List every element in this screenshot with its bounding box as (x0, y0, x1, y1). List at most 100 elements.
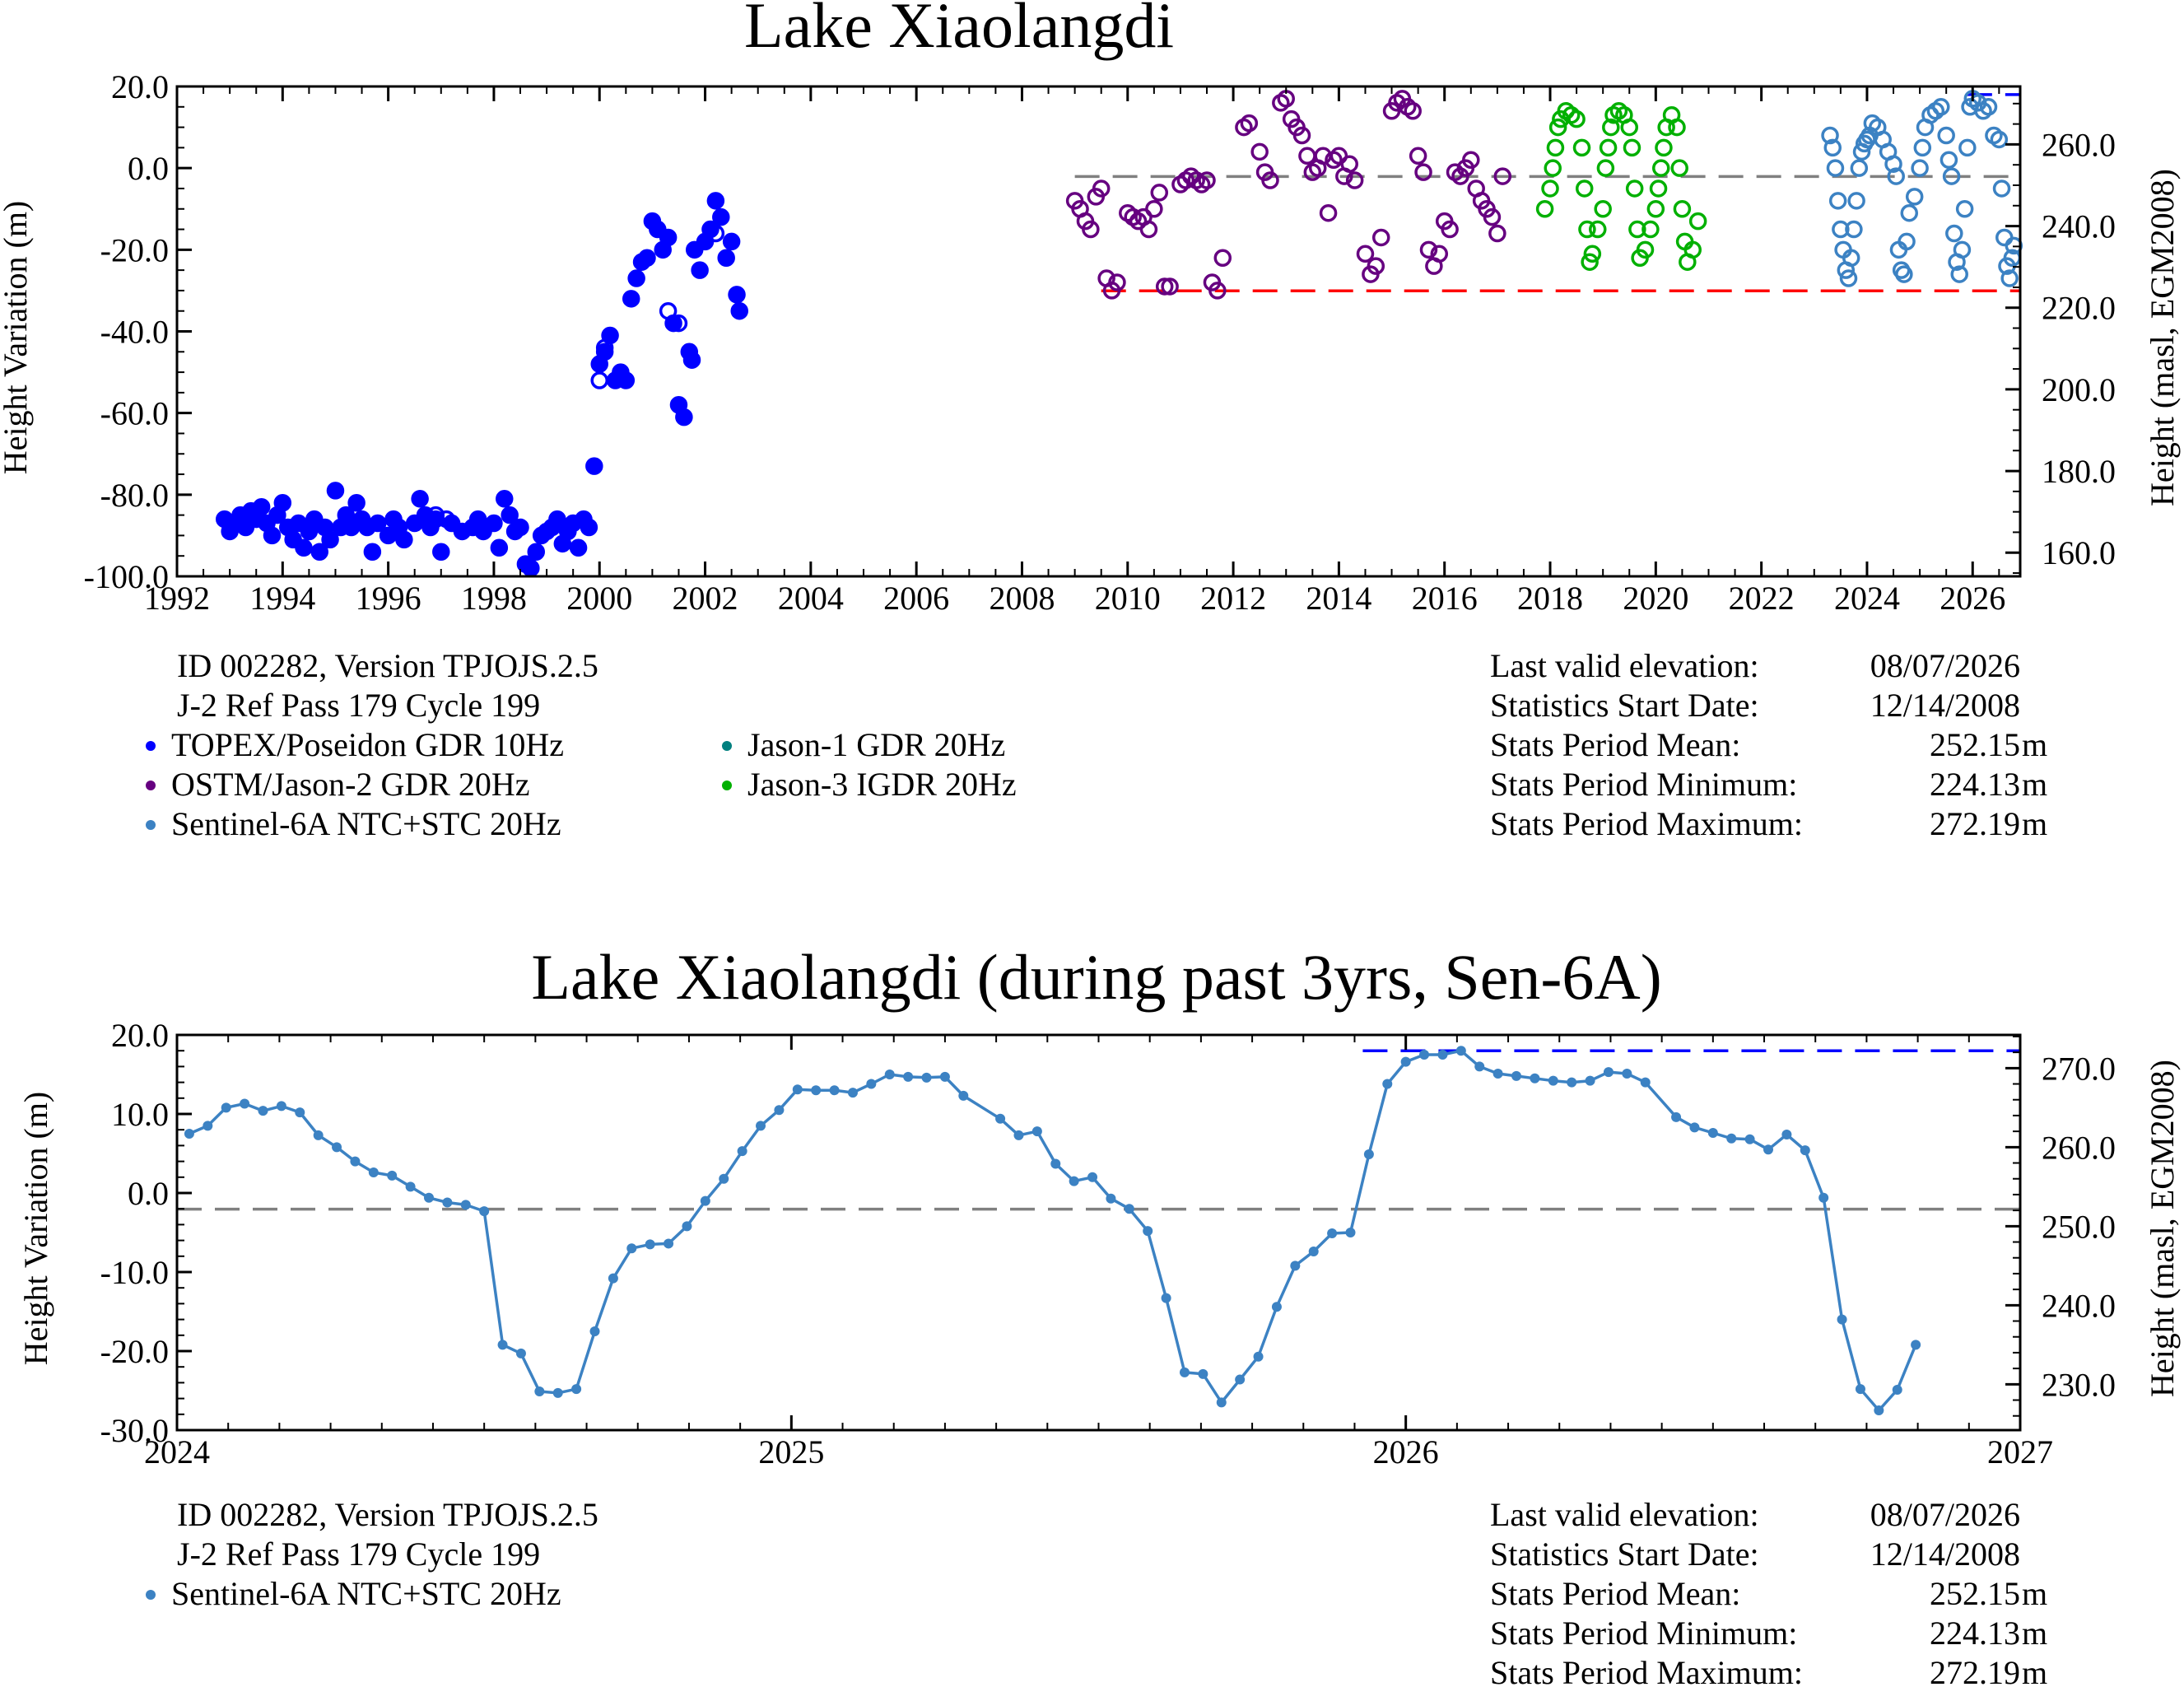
stat-unit-maximum: m (2022, 1654, 2047, 1687)
data-point (1837, 1314, 1847, 1325)
data-point (350, 1156, 361, 1167)
data-point (1847, 192, 1865, 210)
data-point (691, 261, 709, 279)
data-point (1979, 98, 1998, 116)
data-point (221, 1102, 231, 1113)
data-point (1292, 126, 1311, 145)
legend-label-jason2: OSTM/Jason-2 GDR 20Hz (171, 766, 530, 803)
data-point (460, 1200, 471, 1210)
data-point (1145, 200, 1163, 218)
data-point (1620, 118, 1639, 137)
data-point (1382, 1079, 1393, 1089)
data-point (580, 518, 598, 537)
x-tick-label: 2016 (1412, 580, 1478, 617)
data-point (1585, 1075, 1595, 1086)
data-point (829, 1085, 840, 1096)
data-point (1050, 1158, 1061, 1169)
stat-value-minimum: 224.13 (1930, 766, 2020, 803)
data-point (426, 506, 445, 524)
data-point (515, 1348, 526, 1358)
data-point (995, 1113, 1006, 1124)
data-point (1106, 1193, 1116, 1204)
x-tick-label: 2002 (673, 580, 738, 617)
data-point (1845, 220, 1863, 239)
data-point (1651, 159, 1670, 177)
data-point (1640, 1077, 1651, 1088)
data-point (627, 269, 645, 287)
chart-recent-info-id: ID 002282, Version TPJOJS.2.5 (177, 1496, 598, 1533)
data-point (717, 249, 735, 267)
data-point (1953, 240, 1972, 259)
data-point (1832, 220, 1850, 239)
data-point (659, 228, 678, 247)
data-point (866, 1079, 877, 1089)
data-point (1535, 200, 1554, 218)
y2-tick-label: 260.0 (2042, 126, 2116, 163)
data-point (1139, 220, 1158, 239)
data-point (1261, 171, 1279, 189)
data-point (387, 1170, 398, 1181)
data-point (1855, 1384, 1865, 1395)
data-point (258, 1106, 268, 1116)
data-point (203, 1121, 213, 1131)
data-point (368, 1167, 379, 1178)
data-point (1462, 151, 1480, 169)
data-point (326, 482, 345, 500)
chart-recent-legend: Sentinel-6A NTC+STC 20Hz (146, 1575, 561, 1612)
x-tick-label: 2027 (1987, 1433, 2053, 1470)
data-point (1898, 232, 1916, 251)
plot-frame (175, 1033, 2022, 1432)
data-point (664, 1238, 674, 1249)
x-tick-label: 2018 (1517, 580, 1583, 617)
legend-label-topex: TOPEX/Poseidon GDR 10Hz (171, 726, 564, 763)
stat-label-maximum: Stats Period Maximum: (1490, 1654, 1803, 1687)
data-point (712, 207, 730, 226)
data-point (659, 301, 678, 320)
data-point (1419, 1050, 1430, 1060)
data-point (490, 538, 509, 557)
x-tick-label: 1992 (144, 580, 210, 617)
data-point (369, 514, 387, 533)
stat-value-mean: 252.15 (1930, 1575, 2020, 1612)
data-point (1548, 1075, 1558, 1086)
data-point (1441, 220, 1459, 239)
y-tick-label: 20.0 (111, 68, 169, 105)
data-point (347, 494, 366, 512)
stat-unit-mean: m (2022, 726, 2047, 763)
data-point (1932, 98, 1950, 116)
data-point (1911, 159, 1929, 177)
data-point (1581, 253, 1599, 271)
x-tick-label: 2024 (144, 1433, 210, 1470)
y-tick-label: -60.0 (100, 395, 169, 432)
data-point (276, 1101, 286, 1111)
chart-recent: Lake Xiaolangdi (during past 3yrs, Sen-6… (17, 941, 2181, 1687)
stat-unit-maximum: m (2022, 805, 2047, 842)
data-point (1603, 1067, 1614, 1078)
data-point (1887, 167, 1905, 185)
data-point (184, 1129, 194, 1139)
plot-frame (175, 85, 2022, 578)
stat-label-mean: Stats Period Mean: (1490, 726, 1740, 763)
legend-marker-jason1 (722, 741, 732, 751)
x-tick-label: 2010 (1095, 580, 1161, 617)
data-point (1572, 138, 1591, 157)
data-point (1546, 138, 1565, 157)
data-point (811, 1085, 822, 1096)
data-point (1419, 240, 1438, 259)
chart-main-legend: TOPEX/Poseidon GDR 10Hz Jason-1 GDR 20Hz… (146, 726, 1017, 842)
data-point (700, 1195, 710, 1206)
legend-label-sentinel-recent: Sentinel-6A NTC+STC 20Hz (171, 1575, 561, 1612)
data-point (411, 490, 429, 508)
data-point (1850, 159, 1869, 177)
data-point (706, 224, 725, 243)
data-point (1548, 118, 1567, 137)
data-point (921, 1072, 932, 1083)
data-point (1179, 1367, 1190, 1377)
data-point (1235, 1374, 1246, 1385)
data-point (903, 1071, 914, 1082)
data-point (1437, 1050, 1448, 1060)
data-point (589, 1326, 600, 1336)
chart-main-y2-axis-label: Height (masl, EGM2008) (2144, 169, 2181, 506)
y2-tick-label: 240.0 (2042, 208, 2116, 245)
x-tick-label: 1998 (461, 580, 527, 617)
